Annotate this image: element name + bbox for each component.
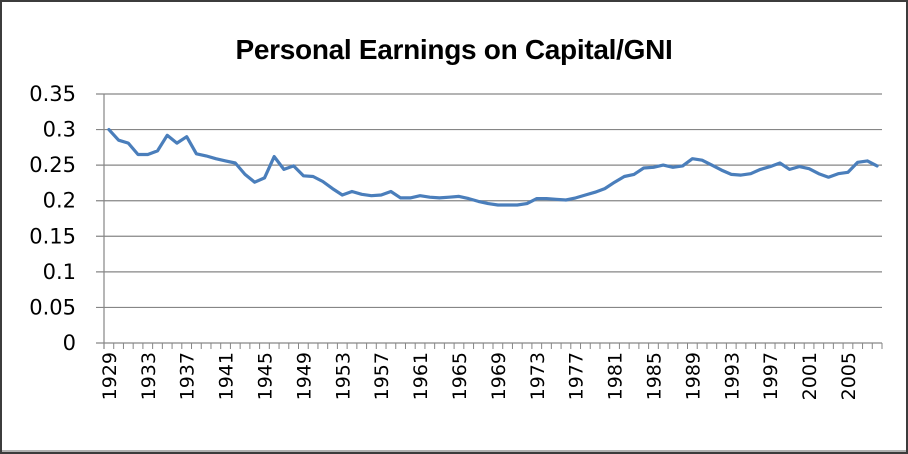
- x-tick-label: 1933: [138, 352, 160, 400]
- x-tick-label: 1977: [566, 352, 588, 400]
- y-tick-label: 0: [63, 331, 76, 355]
- x-tick-label: 1929: [99, 352, 121, 400]
- x-tick-label: 1969: [488, 352, 510, 400]
- x-tick-label: 1941: [216, 352, 238, 400]
- x-tick-label: 1985: [643, 352, 665, 400]
- x-tick-label: 1961: [410, 352, 432, 400]
- y-tick-label: 0.35: [29, 82, 76, 106]
- x-tick-label: 1981: [605, 352, 627, 400]
- x-tick-label: 1973: [527, 352, 549, 400]
- series-line: [107, 128, 879, 207]
- x-tick-label: 1949: [293, 352, 315, 400]
- axes: [103, 94, 883, 349]
- chart-frame-shade: [2, 450, 906, 452]
- y-tick-label: 0.05: [29, 295, 76, 319]
- y-tick-label: 0.1: [43, 260, 76, 284]
- x-axis-tick-labels: 1929 1933 1937 1941 1945 1949 1953 1957 1961 1965…: [99, 352, 860, 400]
- y-tick-label: 0.2: [43, 189, 76, 213]
- chart-title: Personal Earnings on Capital/GNI: [235, 34, 673, 65]
- y-tick-label: 0.3: [43, 118, 76, 142]
- gridlines: [96, 93, 882, 344]
- y-tick-label: 0.15: [29, 224, 76, 248]
- x-tick-label: 1937: [177, 352, 199, 400]
- x-tick-label: 1997: [760, 352, 782, 400]
- x-tick-label: 1965: [449, 352, 471, 400]
- x-tick-label: 2005: [838, 352, 860, 400]
- x-tick-label: 1945: [254, 352, 276, 400]
- y-axis-tick-labels: 0 0.05 0.1 0.15 0.2 0.25 0.3 0.35: [29, 82, 76, 355]
- x-tick-label: 1957: [371, 352, 393, 400]
- y-tick-label: 0.25: [29, 153, 76, 177]
- x-tick-label: 2001: [799, 352, 821, 400]
- x-tick-label: 1953: [332, 352, 354, 400]
- x-tick-label: 1993: [721, 352, 743, 400]
- x-tick-label: 1989: [682, 352, 704, 400]
